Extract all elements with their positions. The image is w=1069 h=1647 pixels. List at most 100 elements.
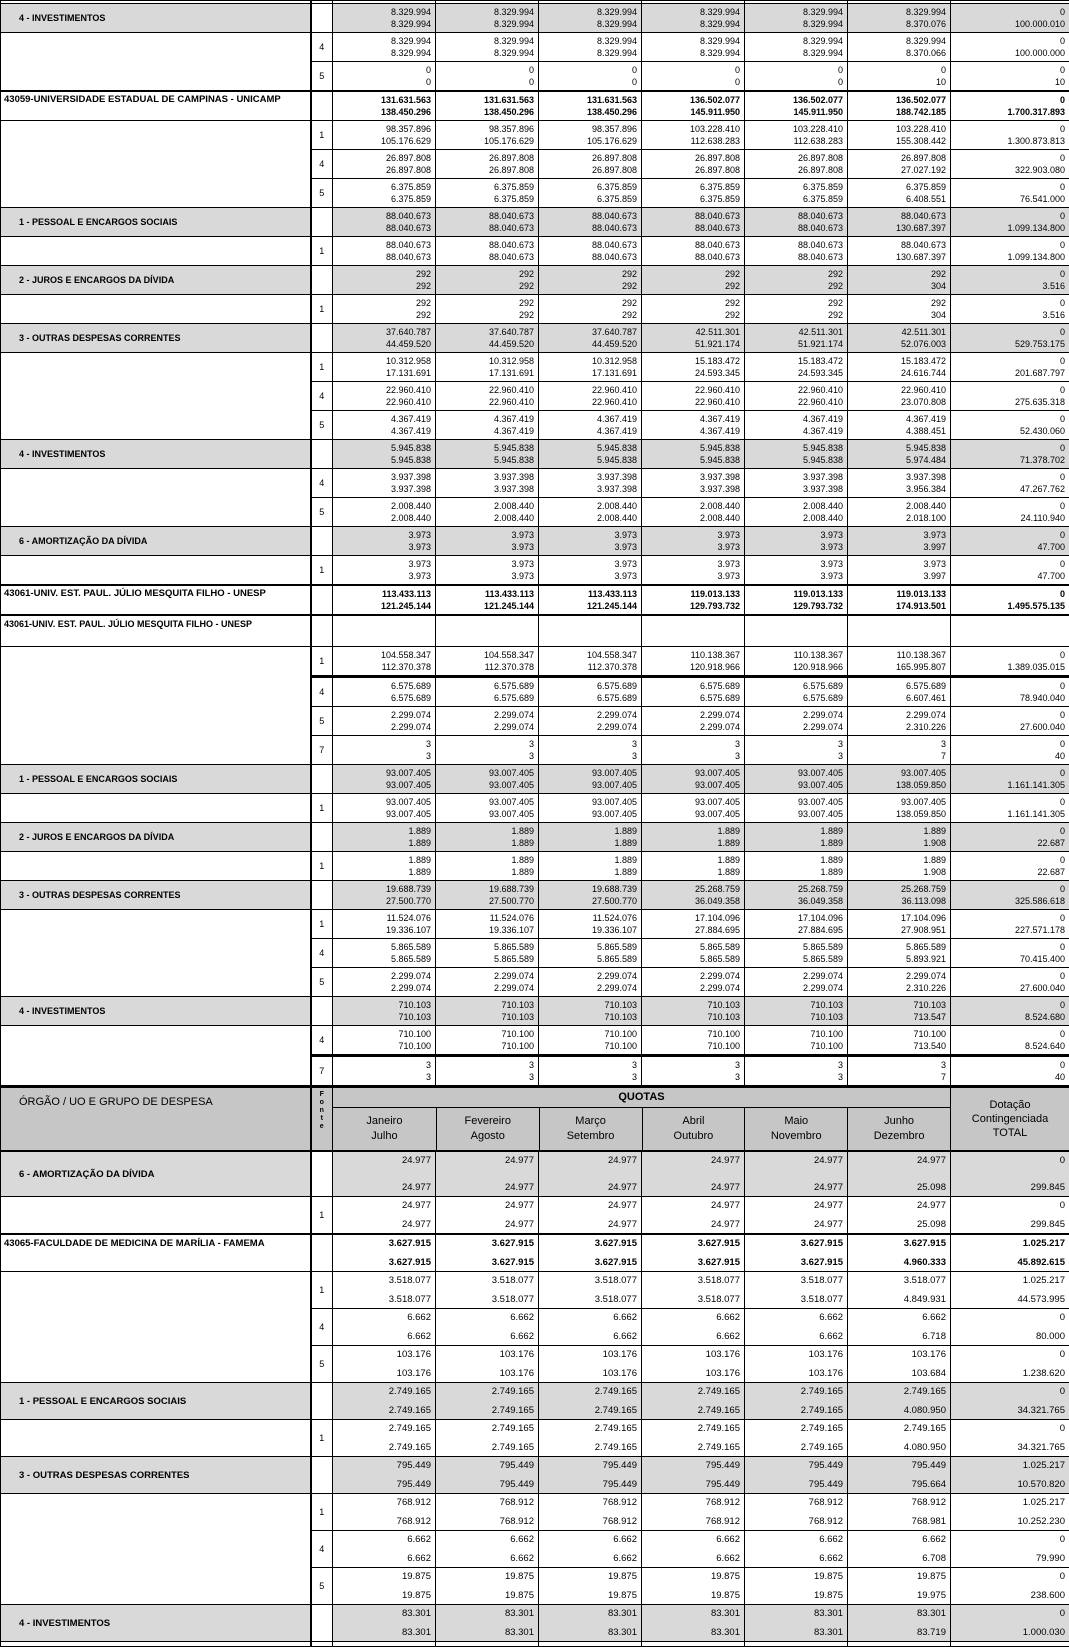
org-row: 43061-UNIV. EST. PAUL. JÚLIO MESQUITA FI… [1, 585, 1069, 615]
fonte-number: 4 [312, 43, 333, 52]
empty-label-cell [1, 852, 311, 881]
row-label-cell: 3 - OUTRAS DESPESAS CORRENTES [1, 1457, 311, 1494]
fonte-number: 1 [312, 657, 333, 666]
empty-label-cell [1, 1197, 311, 1235]
fonte-number-cell [311, 91, 333, 121]
empty-label-cell [1, 179, 311, 208]
month-top: Abril [643, 1114, 745, 1129]
month-bottom: Setembro [540, 1129, 642, 1144]
fonte-number: 5 [312, 1360, 333, 1369]
quota-value-cell [539, 615, 642, 647]
partial-cell [436, 1642, 539, 1647]
fonte-number: 5 [312, 72, 333, 81]
fonte-number: 1 [312, 566, 333, 575]
month-bottom: Agosto [437, 1129, 539, 1144]
fonte-number-cell: 5 [311, 1346, 333, 1383]
fonte-number: 1 [312, 804, 333, 813]
empty-label-cell [1, 411, 311, 440]
org-col-title: ÓRGÃO / UO E GRUPO DE DESPESA [1, 1088, 310, 1108]
fonte-number-cell [311, 997, 333, 1026]
month-bottom: Julho [333, 1129, 436, 1144]
fonte-number: 5 [312, 189, 333, 198]
row-label-cell: 1 - PESSOAL E ENCARGOS SOCIAIS [1, 765, 311, 794]
partial-cell [333, 1642, 436, 1647]
row-label-cell: 2 - JUROS E ENCARGOS DA DÍVIDA [1, 266, 311, 295]
row-label: 3 - OUTRAS DESPESAS CORRENTES [19, 1470, 306, 1481]
empty-label-cell [1, 1309, 311, 1346]
row-label-cell: 3 - OUTRAS DESPESAS CORRENTES [1, 881, 311, 910]
fonte-number: 1 [312, 1286, 333, 1295]
row-label: 4 - INVESTIMENTOS [19, 1618, 306, 1629]
fonte-number-cell [311, 615, 333, 647]
row-label-cell: 43061-UNIV. EST. PAUL. JÚLIO MESQUITA FI… [1, 615, 311, 647]
row-label: 6 - AMORTIZAÇÃO DA DÍVIDA [19, 1169, 306, 1180]
row-label: 4 - INVESTIMENTOS [19, 449, 306, 459]
